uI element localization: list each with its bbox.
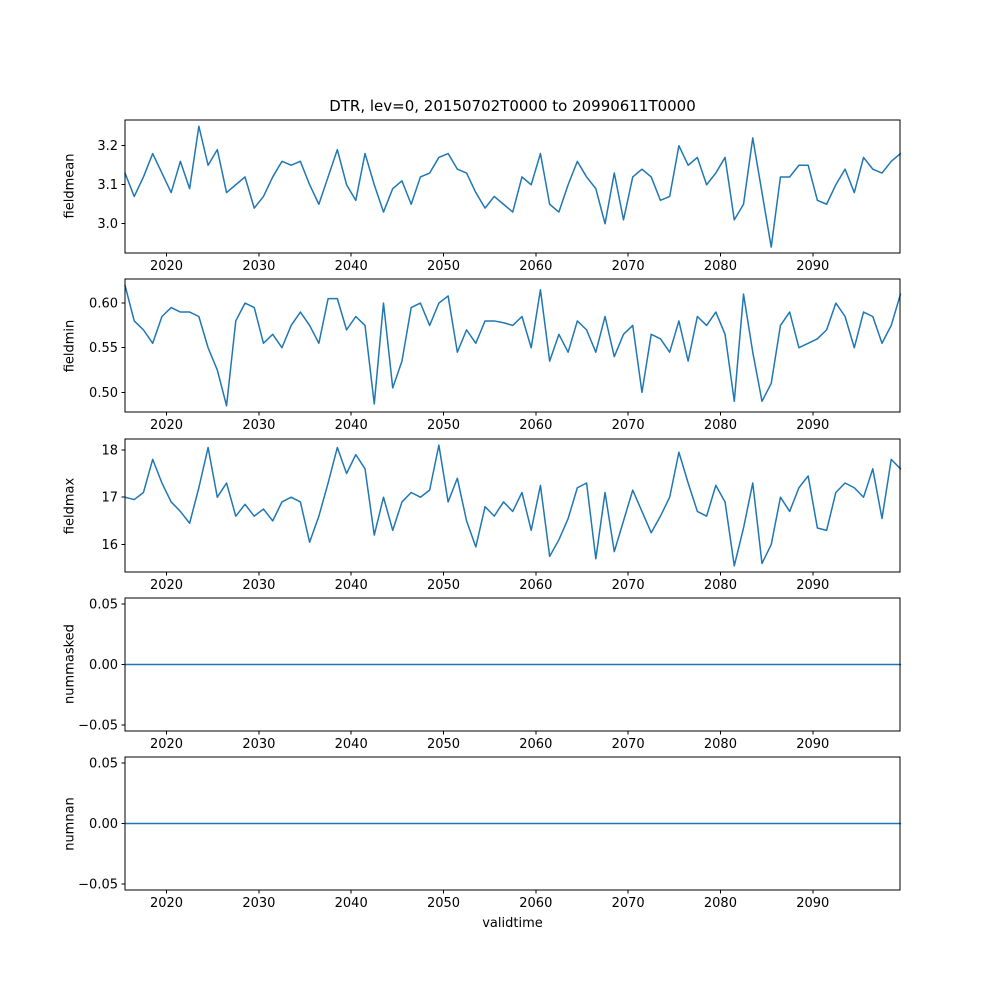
subplot-fieldmin: 2020 2030 2040 2050 2060 2070 2080 2090 0.50 0.55… — [89, 278, 902, 433]
svg-text:3.0: 3.0 — [97, 217, 118, 232]
svg-text:2090: 2090 — [796, 896, 829, 911]
svg-text:2060: 2060 — [519, 259, 552, 274]
svg-text:2040: 2040 — [335, 418, 368, 433]
svg-text:0.00: 0.00 — [89, 658, 118, 673]
svg-text:2070: 2070 — [612, 578, 645, 593]
svg-text:2020: 2020 — [150, 259, 183, 274]
svg-text:2080: 2080 — [704, 418, 737, 433]
svg-text:2030: 2030 — [242, 578, 275, 593]
svg-text:2080: 2080 — [704, 737, 737, 752]
svg-text:0.05: 0.05 — [89, 757, 118, 772]
svg-text:2070: 2070 — [612, 259, 645, 274]
subplot-fieldmax: 2020 2030 2040 2050 2060 2070 2080 2090 16 17 18 — [101, 438, 902, 593]
svg-text:2040: 2040 — [335, 259, 368, 274]
svg-text:2080: 2080 — [704, 896, 737, 911]
svg-text:2040: 2040 — [335, 737, 368, 752]
svg-text:2090: 2090 — [796, 578, 829, 593]
svg-text:18: 18 — [101, 443, 118, 458]
subplot-nummasked: 2020 2030 2040 2050 2060 2070 2080 2090 −0.05 0.0… — [78, 597, 902, 752]
svg-text:2060: 2060 — [519, 418, 552, 433]
svg-text:2020: 2020 — [150, 896, 183, 911]
svg-text:2060: 2060 — [519, 896, 552, 911]
svg-text:2080: 2080 — [704, 259, 737, 274]
svg-text:−0.05: −0.05 — [78, 877, 118, 892]
svg-text:2040: 2040 — [335, 896, 368, 911]
svg-text:2040: 2040 — [335, 578, 368, 593]
svg-text:0.60: 0.60 — [89, 297, 118, 312]
svg-text:2030: 2030 — [242, 259, 275, 274]
svg-text:2050: 2050 — [427, 418, 460, 433]
svg-text:0.50: 0.50 — [89, 386, 118, 401]
svg-text:2030: 2030 — [242, 418, 275, 433]
figure-title: DTR, lev=0, 20150702T0000 to 20990611T00… — [329, 97, 696, 115]
subplot-numnan: 2020 2030 2040 2050 2060 2070 2080 2090 −0.05 0.0… — [78, 756, 902, 911]
svg-text:0.05: 0.05 — [89, 598, 118, 613]
svg-text:2080: 2080 — [704, 578, 737, 593]
svg-text:2020: 2020 — [150, 578, 183, 593]
svg-text:2050: 2050 — [427, 259, 460, 274]
svg-text:3.2: 3.2 — [97, 139, 118, 154]
svg-text:2090: 2090 — [796, 737, 829, 752]
svg-text:2070: 2070 — [612, 418, 645, 433]
svg-text:2090: 2090 — [796, 418, 829, 433]
svg-text:2060: 2060 — [519, 737, 552, 752]
svg-text:2060: 2060 — [519, 578, 552, 593]
svg-text:2020: 2020 — [150, 737, 183, 752]
svg-text:2090: 2090 — [796, 259, 829, 274]
x-axis-label: validtime — [482, 916, 543, 931]
svg-text:2070: 2070 — [612, 896, 645, 911]
svg-text:2050: 2050 — [427, 896, 460, 911]
subplot-fieldmean: 2020 2030 2040 2050 2060 2070 2080 2090 3.0 3.1 3.… — [97, 119, 902, 274]
svg-text:2050: 2050 — [427, 578, 460, 593]
svg-text:−0.05: −0.05 — [78, 718, 118, 733]
svg-text:2070: 2070 — [612, 737, 645, 752]
svg-text:2020: 2020 — [150, 418, 183, 433]
svg-text:16: 16 — [101, 538, 118, 553]
svg-text:2030: 2030 — [242, 896, 275, 911]
svg-text:0.55: 0.55 — [89, 341, 118, 356]
svg-text:17: 17 — [101, 491, 118, 506]
svg-text:3.1: 3.1 — [97, 178, 118, 193]
svg-text:2050: 2050 — [427, 737, 460, 752]
svg-text:0.00: 0.00 — [89, 817, 118, 832]
svg-text:2030: 2030 — [242, 737, 275, 752]
